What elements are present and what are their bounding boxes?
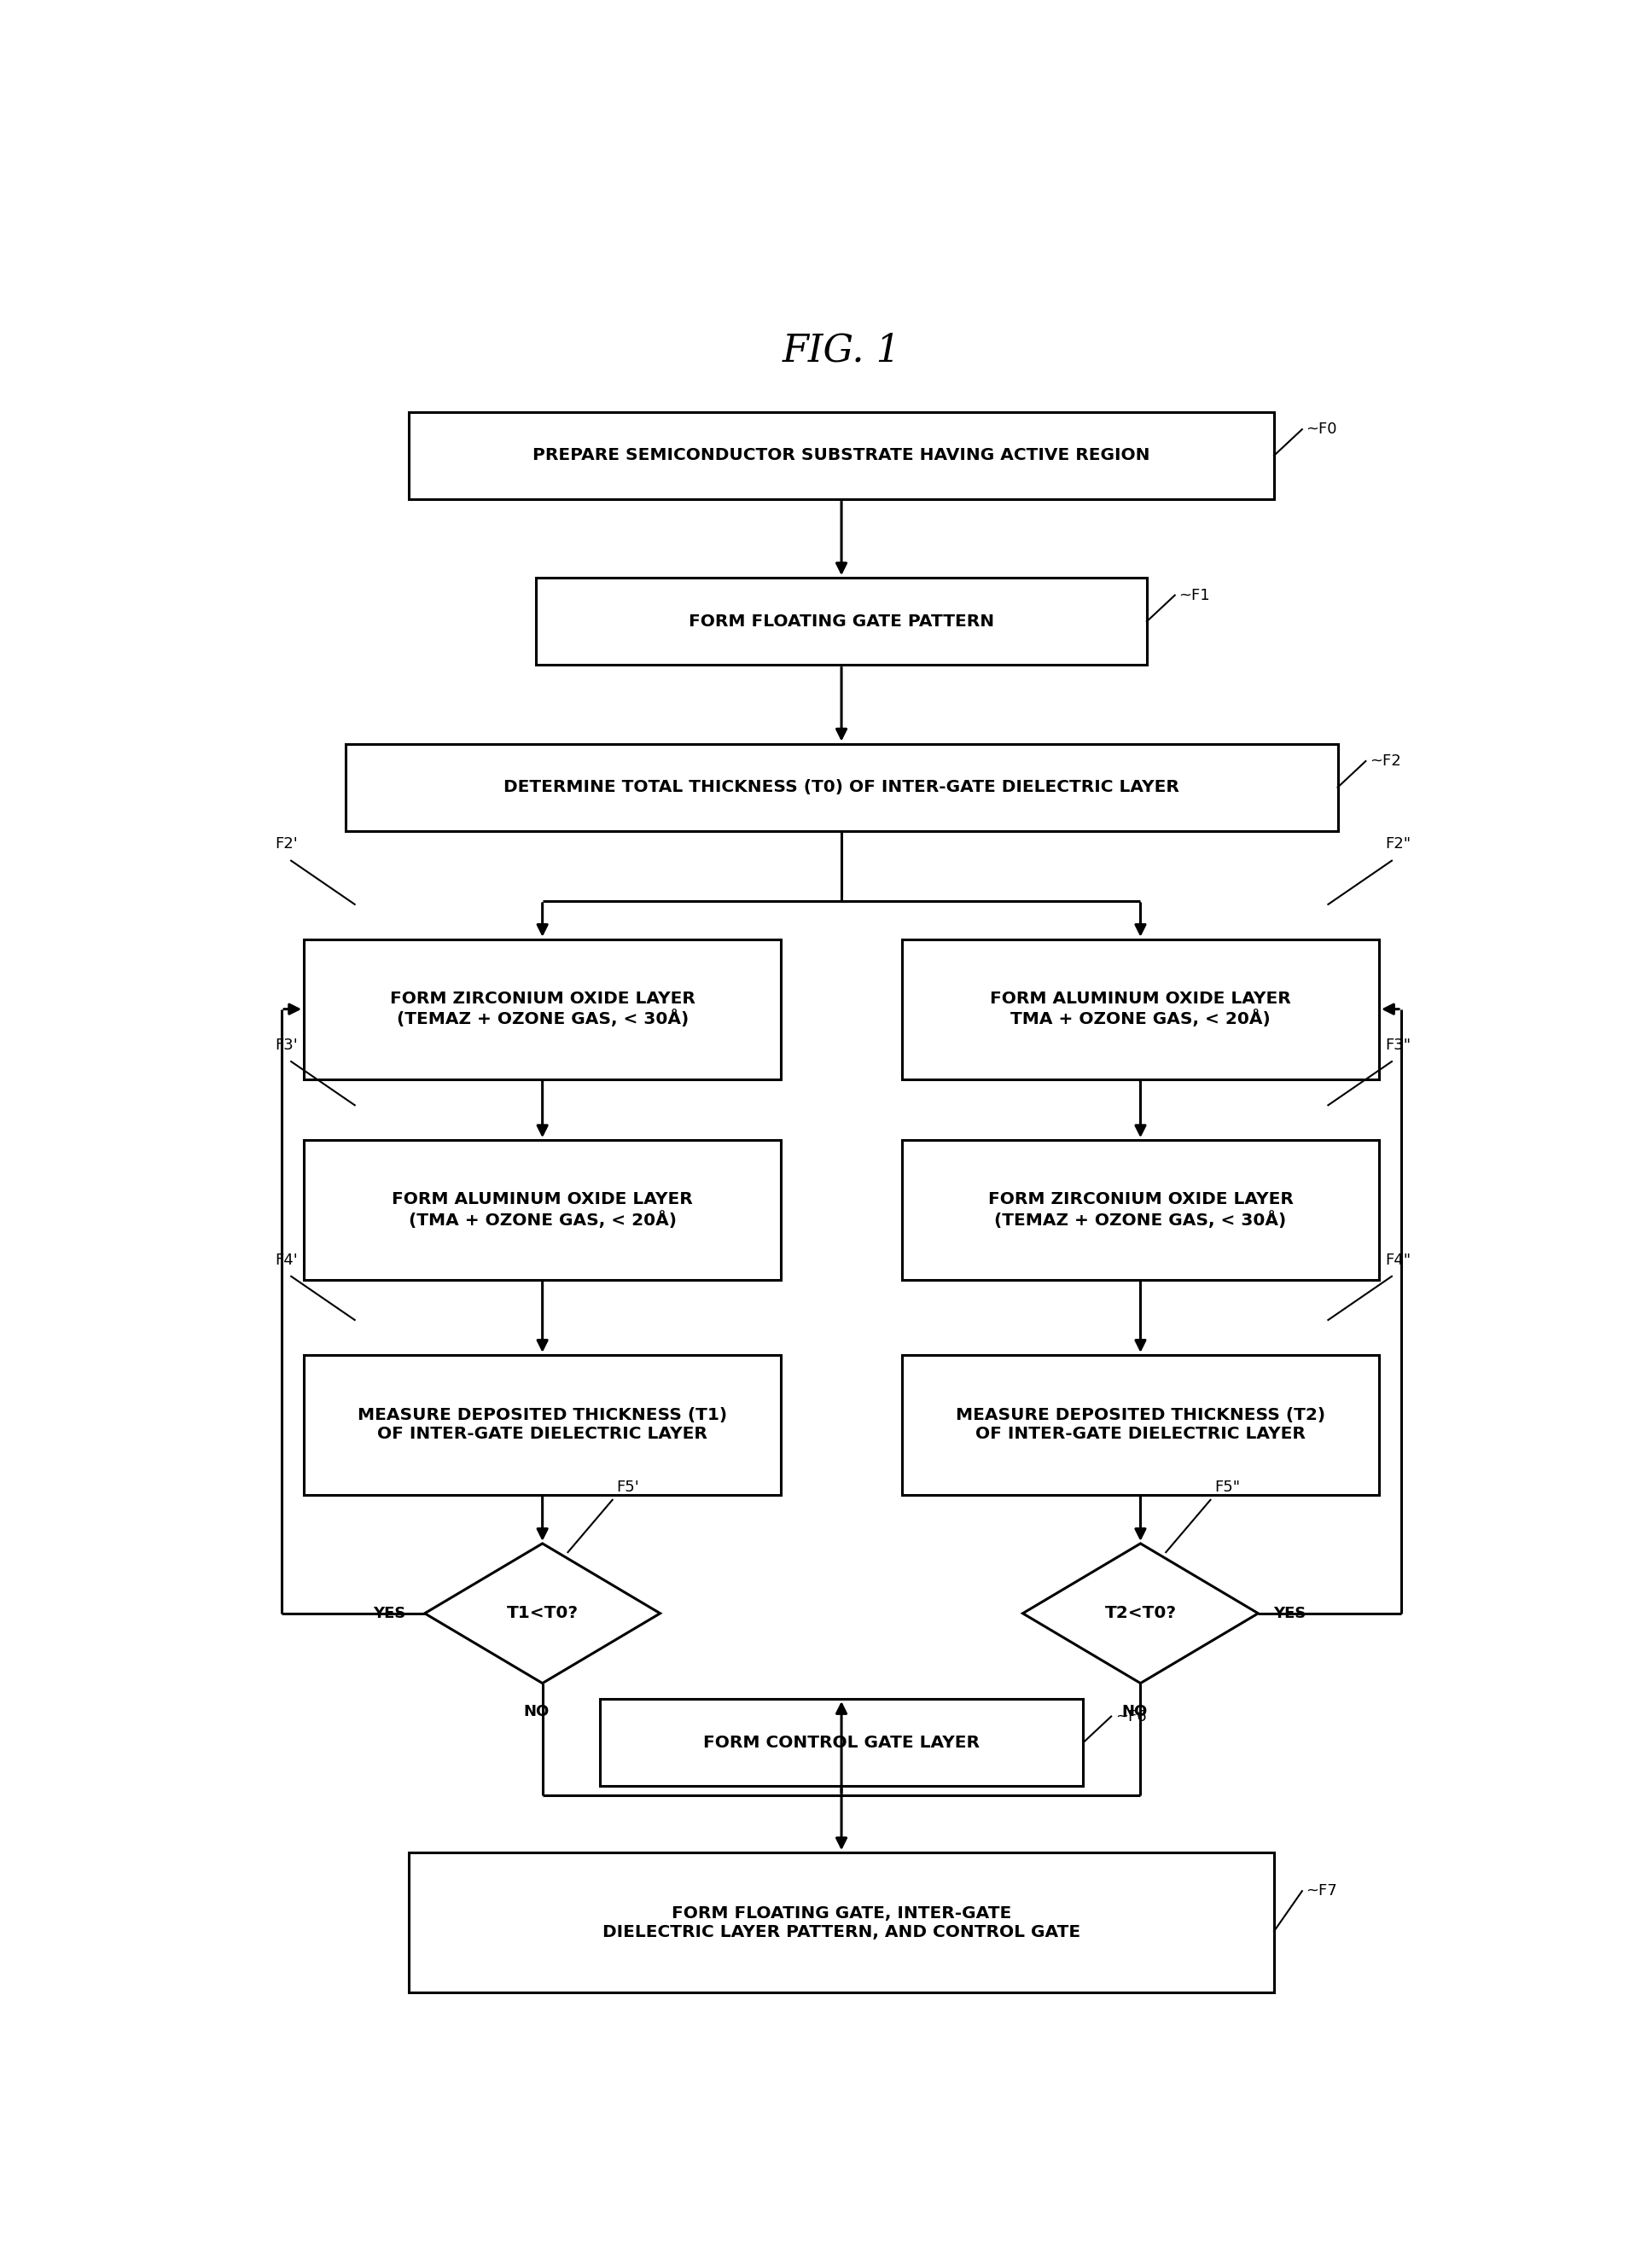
FancyBboxPatch shape — [304, 1354, 781, 1495]
Text: ~F2: ~F2 — [1369, 753, 1400, 769]
Text: F3': F3' — [274, 1036, 297, 1052]
Text: F5': F5' — [615, 1479, 638, 1495]
Text: FORM FLOATING GATE, INTER-GATE
DIELECTRIC LAYER PATTERN, AND CONTROL GATE: FORM FLOATING GATE, INTER-GATE DIELECTRI… — [602, 1905, 1080, 1939]
Text: NO: NO — [1121, 1703, 1147, 1719]
FancyBboxPatch shape — [535, 578, 1145, 665]
Text: FIG. 1: FIG. 1 — [781, 333, 901, 370]
FancyBboxPatch shape — [409, 413, 1273, 499]
Text: MEASURE DEPOSITED THICKNESS (T2)
OF INTER-GATE DIELECTRIC LAYER: MEASURE DEPOSITED THICKNESS (T2) OF INTE… — [955, 1406, 1324, 1442]
Text: F4": F4" — [1385, 1252, 1410, 1268]
Text: DETERMINE TOTAL THICKNESS (T0) OF INTER-GATE DIELECTRIC LAYER: DETERMINE TOTAL THICKNESS (T0) OF INTER-… — [504, 780, 1178, 796]
Text: FORM ZIRCONIUM OXIDE LAYER
(TEMAZ + OZONE GAS, < 30Å): FORM ZIRCONIUM OXIDE LAYER (TEMAZ + OZON… — [389, 991, 694, 1027]
FancyBboxPatch shape — [304, 1141, 781, 1279]
Polygon shape — [1022, 1545, 1257, 1683]
Text: FORM CONTROL GATE LAYER: FORM CONTROL GATE LAYER — [702, 1735, 980, 1751]
Text: FORM ZIRCONIUM OXIDE LAYER
(TEMAZ + OZONE GAS, < 30Å): FORM ZIRCONIUM OXIDE LAYER (TEMAZ + OZON… — [988, 1191, 1293, 1229]
Text: FORM ALUMINUM OXIDE LAYER
TMA + OZONE GAS, < 20Å): FORM ALUMINUM OXIDE LAYER TMA + OZONE GA… — [990, 991, 1290, 1027]
FancyBboxPatch shape — [304, 939, 781, 1080]
Text: F2': F2' — [274, 837, 297, 853]
FancyBboxPatch shape — [409, 1853, 1273, 1991]
FancyBboxPatch shape — [901, 939, 1378, 1080]
Text: ~F7: ~F7 — [1305, 1882, 1336, 1898]
Text: FORM FLOATING GATE PATTERN: FORM FLOATING GATE PATTERN — [688, 612, 994, 631]
Polygon shape — [425, 1545, 660, 1683]
Text: F2": F2" — [1385, 837, 1410, 853]
Text: T1<T0?: T1<T0? — [507, 1606, 578, 1622]
Text: FORM ALUMINUM OXIDE LAYER
(TMA + OZONE GAS, < 20Å): FORM ALUMINUM OXIDE LAYER (TMA + OZONE G… — [392, 1191, 693, 1229]
Text: F4': F4' — [274, 1252, 297, 1268]
Text: F3": F3" — [1385, 1036, 1410, 1052]
Text: T2<T0?: T2<T0? — [1104, 1606, 1175, 1622]
FancyBboxPatch shape — [345, 744, 1337, 830]
Text: NO: NO — [523, 1703, 548, 1719]
Text: ~F1: ~F1 — [1178, 587, 1209, 603]
Text: YES: YES — [373, 1606, 405, 1622]
FancyBboxPatch shape — [901, 1354, 1378, 1495]
Text: YES: YES — [1273, 1606, 1306, 1622]
Text: MEASURE DEPOSITED THICKNESS (T1)
OF INTER-GATE DIELECTRIC LAYER: MEASURE DEPOSITED THICKNESS (T1) OF INTE… — [358, 1406, 727, 1442]
Text: ~F6: ~F6 — [1114, 1708, 1145, 1724]
Text: PREPARE SEMICONDUCTOR SUBSTRATE HAVING ACTIVE REGION: PREPARE SEMICONDUCTOR SUBSTRATE HAVING A… — [532, 447, 1150, 463]
FancyBboxPatch shape — [901, 1141, 1378, 1279]
Text: ~F0: ~F0 — [1305, 422, 1336, 438]
Text: F5": F5" — [1214, 1479, 1239, 1495]
FancyBboxPatch shape — [599, 1699, 1083, 1787]
